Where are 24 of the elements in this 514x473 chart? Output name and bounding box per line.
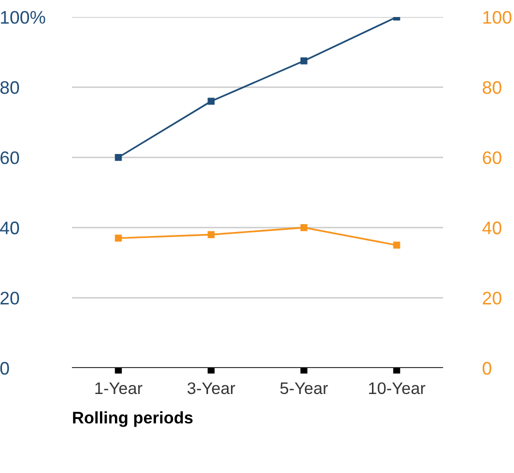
y2-tick-label: 60 bbox=[482, 151, 502, 164]
point bbox=[208, 98, 215, 105]
point bbox=[208, 231, 215, 238]
point bbox=[114, 234, 122, 242]
x-tick-label: 1-Year bbox=[95, 382, 142, 394]
y-tick-label: 80 bbox=[0, 81, 20, 94]
x-tick-label: 5-Year bbox=[280, 382, 328, 394]
y-tick-label: 0 bbox=[0, 362, 9, 375]
y2-tick-label: 100 bbox=[483, 10, 512, 24]
point bbox=[393, 242, 400, 249]
point bbox=[114, 154, 122, 161]
point bbox=[300, 57, 308, 64]
x-tick-label: 10-Year bbox=[369, 382, 426, 394]
x-axis-title: Rolling periods bbox=[73, 411, 193, 427]
y2-tick-label: 40 bbox=[482, 222, 502, 234]
y-tick-label: 20 bbox=[0, 292, 20, 305]
y2-tick-label: 20 bbox=[482, 292, 502, 305]
y-tick-label: 60 bbox=[0, 151, 20, 164]
y-tick-label: 100% bbox=[1, 10, 46, 24]
y2-tick-label: 80 bbox=[482, 81, 502, 94]
y2-tick-label: 0 bbox=[482, 362, 492, 375]
y-tick-label: 40 bbox=[0, 222, 20, 234]
point bbox=[300, 224, 308, 232]
x-tick-label: 3-Year bbox=[188, 382, 236, 394]
